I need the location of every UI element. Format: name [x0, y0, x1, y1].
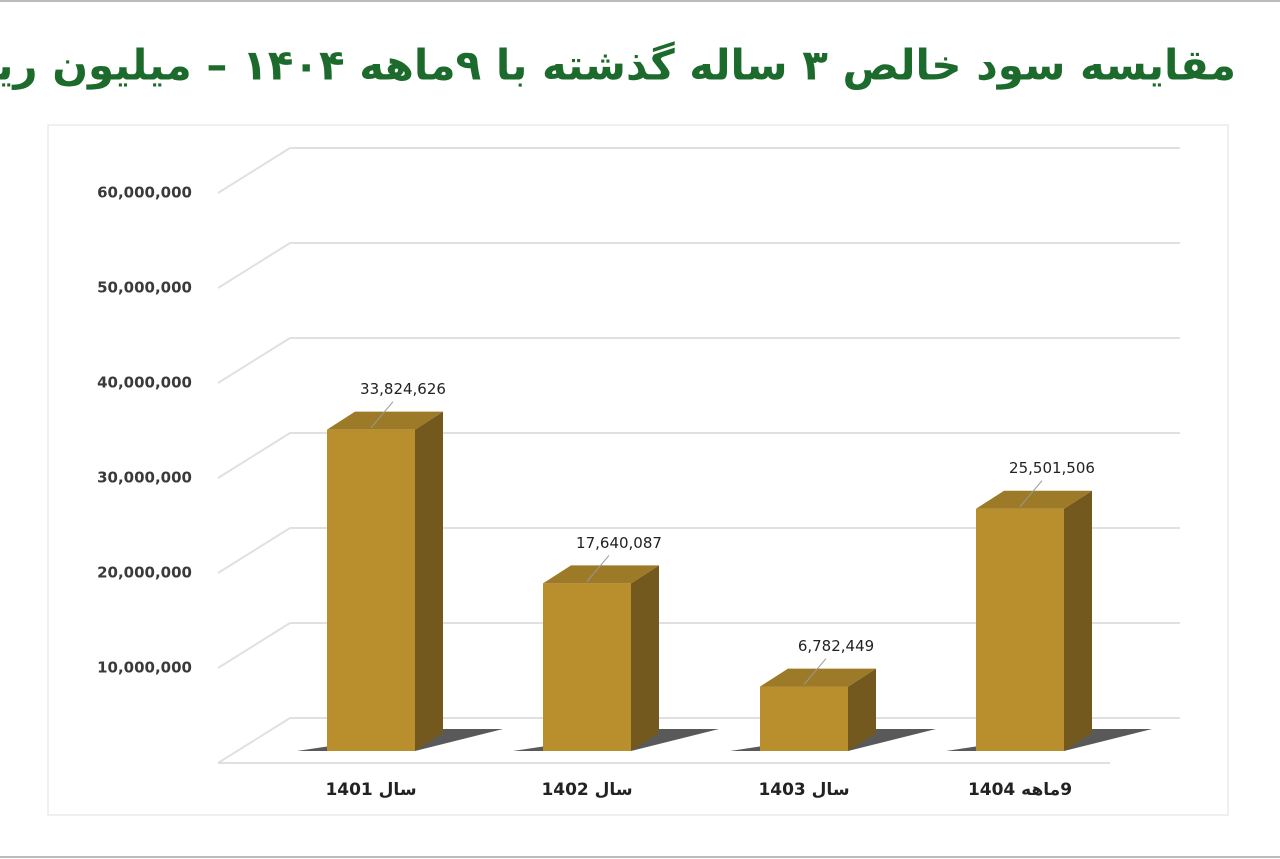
x-tick-label: سال 1402 — [541, 780, 632, 800]
value-label: 17,640,087 — [576, 534, 662, 552]
bar — [327, 429, 415, 751]
bar-top — [543, 565, 659, 584]
grid-line-side — [217, 147, 291, 194]
x-tick-label: سال 1403 — [758, 780, 849, 800]
y-tick-label: 60,000,000 — [97, 184, 192, 202]
x-tick-label: سال 1401 — [325, 780, 416, 800]
value-label: 33,824,626 — [360, 380, 446, 398]
grid-line-side — [217, 432, 291, 479]
chart-title: مقایسه سود خالص ۳ ساله گذشته با ۹ماهه ۱۴… — [0, 41, 1236, 91]
bar — [976, 508, 1064, 751]
leader-line — [803, 658, 827, 685]
leader-line — [370, 401, 394, 428]
y-tick-label: 50,000,000 — [97, 279, 192, 297]
y-tick-label: 40,000,000 — [97, 374, 192, 392]
leader-line — [1019, 480, 1043, 508]
bar-side — [415, 411, 443, 751]
bar — [543, 583, 631, 751]
grid-line-side — [217, 527, 291, 574]
bar-top — [976, 490, 1092, 509]
y-tick-label: 20,000,000 — [97, 564, 192, 582]
bar-side — [631, 565, 659, 751]
bar-side — [848, 668, 876, 751]
bar-top — [760, 668, 876, 687]
leader-line — [586, 555, 610, 582]
floor-side — [217, 717, 291, 764]
bar-side — [1064, 490, 1092, 751]
grid-line-side — [217, 622, 291, 669]
bar-top — [327, 411, 443, 430]
x-tick-label: 9ماهه 1404 — [968, 780, 1072, 800]
value-label: 25,501,506 — [1009, 459, 1095, 477]
grid-line-side — [217, 337, 291, 384]
bar — [760, 686, 848, 751]
y-tick-label: 30,000,000 — [97, 469, 192, 487]
y-tick-label: 10,000,000 — [97, 659, 192, 677]
value-label: 6,782,449 — [798, 637, 874, 655]
grid-line-side — [217, 242, 291, 289]
